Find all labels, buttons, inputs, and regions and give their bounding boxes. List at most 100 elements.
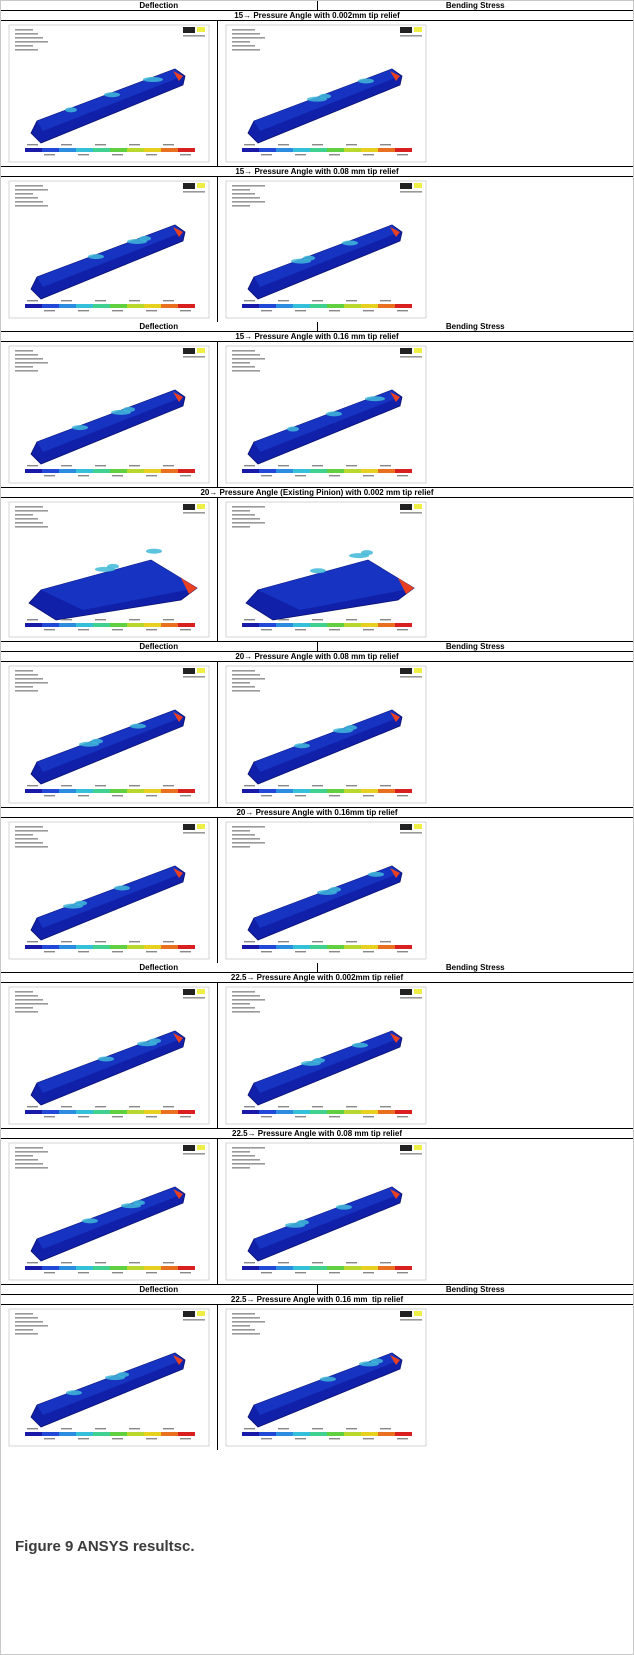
color-bar xyxy=(276,304,293,308)
plot-logo-tag xyxy=(197,824,205,829)
stress-patch xyxy=(349,553,369,558)
plot-logo xyxy=(400,668,412,674)
color-bar-label xyxy=(261,1438,272,1439)
color-bar xyxy=(76,469,93,473)
color-bar-label xyxy=(95,300,106,301)
plot-legend-text xyxy=(232,193,255,195)
result-images xyxy=(1,818,633,963)
plot-legend-text xyxy=(15,201,43,203)
fem-plot xyxy=(218,818,434,963)
color-bar-label xyxy=(129,1106,140,1107)
plot-legend-text xyxy=(15,29,33,31)
stress-patch xyxy=(98,1056,114,1061)
plot-legend-text xyxy=(15,370,38,372)
color-bar xyxy=(276,789,293,793)
color-bar xyxy=(178,304,195,308)
color-bar xyxy=(42,148,59,152)
color-bar xyxy=(259,1432,276,1436)
color-bar xyxy=(93,1110,110,1114)
plot-legend-text xyxy=(15,682,48,684)
color-bar xyxy=(378,1432,395,1436)
color-bar-label xyxy=(27,1262,38,1263)
color-bar-label xyxy=(363,1116,374,1117)
color-bar xyxy=(110,148,127,152)
color-bar xyxy=(310,304,327,308)
plot-legend-text xyxy=(15,670,33,672)
stress-patch xyxy=(82,1218,98,1223)
color-bar-label xyxy=(180,1272,191,1273)
color-bar xyxy=(293,623,310,627)
color-bar xyxy=(127,304,144,308)
color-bar xyxy=(327,148,344,152)
plot-date xyxy=(183,1153,205,1155)
color-bar xyxy=(76,623,93,627)
plot-legend-text xyxy=(15,1321,43,1323)
color-bar xyxy=(25,945,42,949)
plot-legend-text xyxy=(232,41,250,43)
fem-plot xyxy=(1,1305,218,1450)
color-bar-label xyxy=(312,785,323,786)
color-bar xyxy=(178,469,195,473)
color-bar xyxy=(293,148,310,152)
color-bar xyxy=(110,1266,127,1270)
color-bar xyxy=(161,945,178,949)
color-bar xyxy=(395,304,412,308)
color-bar xyxy=(161,623,178,627)
color-bar xyxy=(361,623,378,627)
plot-legend-text xyxy=(232,1317,260,1319)
color-bar xyxy=(59,304,76,308)
color-bar-label xyxy=(329,154,340,155)
color-bar-label xyxy=(163,941,174,942)
color-bar xyxy=(259,469,276,473)
plot-date xyxy=(400,191,422,193)
plot-legend-text xyxy=(15,41,48,43)
stress-patch xyxy=(320,1377,336,1382)
plot-legend-text xyxy=(232,370,260,372)
plot-legend-text xyxy=(15,366,33,368)
color-bar xyxy=(242,789,259,793)
column-header: Deflection xyxy=(1,642,318,651)
color-bar xyxy=(310,148,327,152)
color-bar xyxy=(144,945,161,949)
plot-legend-text xyxy=(232,670,255,672)
color-bar-label xyxy=(312,300,323,301)
plot-legend-text xyxy=(232,999,265,1001)
color-bar xyxy=(327,1432,344,1436)
plot-legend-text xyxy=(232,358,265,360)
color-bar-label xyxy=(112,1438,123,1439)
color-bar xyxy=(361,304,378,308)
result-images xyxy=(1,177,633,322)
plot-legend-text xyxy=(232,1155,255,1157)
plot-logo-tag xyxy=(414,1145,422,1150)
plot-logo xyxy=(183,989,195,995)
color-bar xyxy=(259,304,276,308)
color-bar xyxy=(378,789,395,793)
plot-logo-tag xyxy=(414,183,422,188)
color-bar-label xyxy=(397,475,408,476)
color-bar xyxy=(327,945,344,949)
color-bar xyxy=(259,1110,276,1114)
color-bar-label xyxy=(295,1438,306,1439)
color-bar xyxy=(310,789,327,793)
plot-legend-text xyxy=(232,1313,255,1315)
color-bar xyxy=(378,304,395,308)
color-bar-label xyxy=(346,300,357,301)
result-images xyxy=(1,662,633,808)
stress-patch xyxy=(146,549,162,554)
color-bar-label xyxy=(329,629,340,630)
color-bar-label xyxy=(112,795,123,796)
plot-legend-text xyxy=(15,1313,33,1315)
color-bar xyxy=(293,789,310,793)
color-bar-label xyxy=(112,1116,123,1117)
color-bar-label xyxy=(329,1438,340,1439)
plot-logo-tag xyxy=(197,348,205,353)
column-header-row: DeflectionBending Stress xyxy=(1,963,633,973)
color-bar xyxy=(93,945,110,949)
color-bar xyxy=(93,304,110,308)
stress-patch xyxy=(294,743,310,748)
plot-legend-text xyxy=(232,1003,250,1005)
color-bar-label xyxy=(380,300,391,301)
color-bar xyxy=(242,1110,259,1114)
plot-legend-text xyxy=(232,185,265,187)
column-header: Bending Stress xyxy=(318,1,634,10)
